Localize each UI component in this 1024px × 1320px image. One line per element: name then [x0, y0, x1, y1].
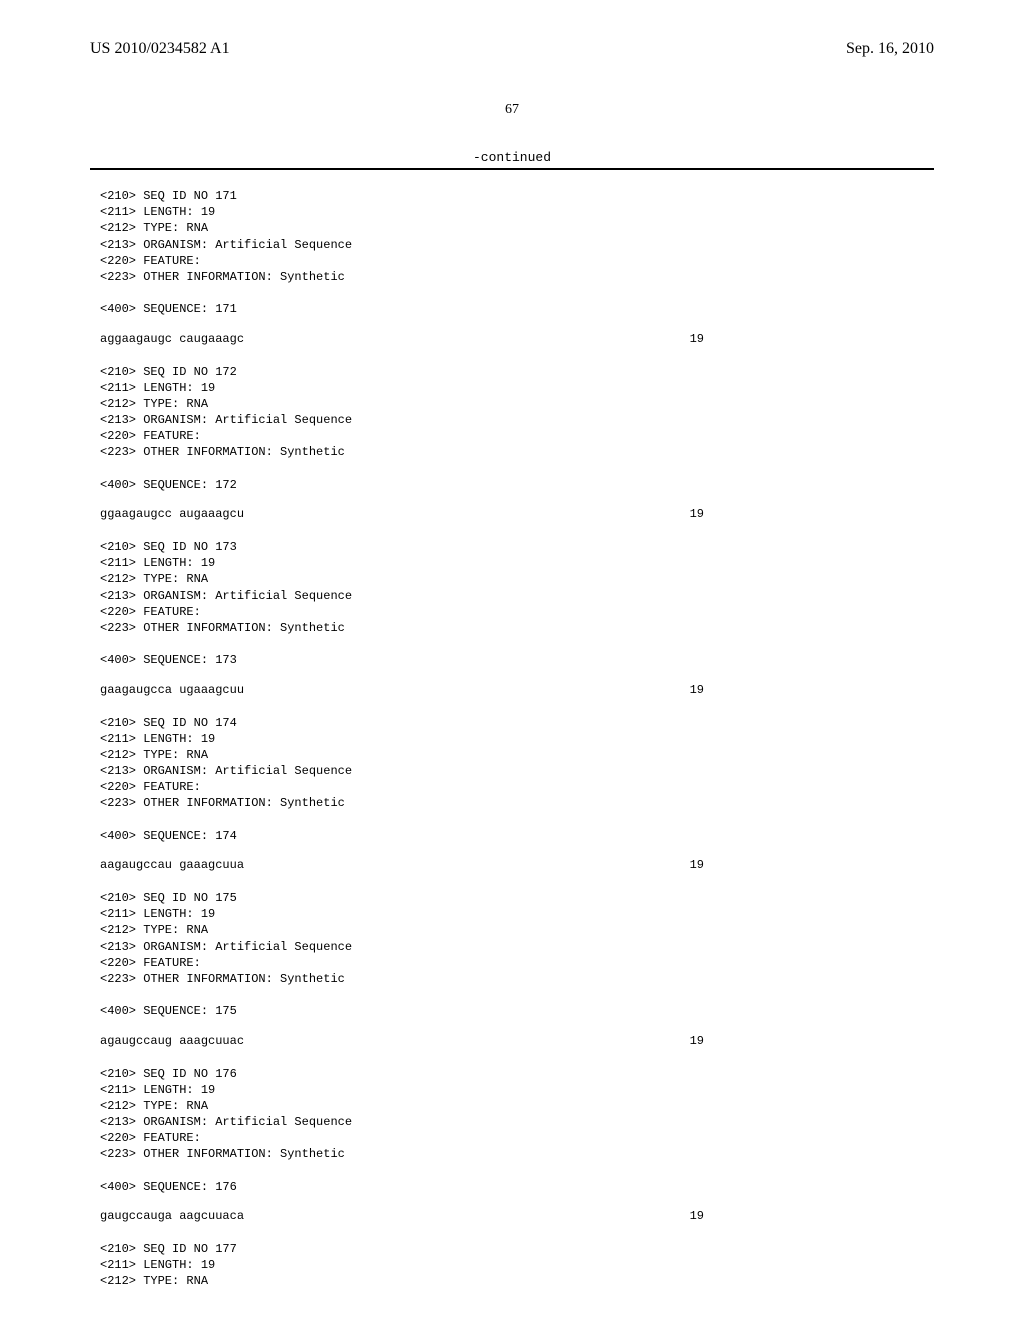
- seq-length: 19: [690, 1209, 924, 1223]
- seq-meta: <210> SEQ ID NO 171 <211> LENGTH: 19 <21…: [100, 188, 924, 318]
- seq-length: 19: [690, 683, 924, 697]
- seq-meta: <210> SEQ ID NO 177 <211> LENGTH: 19 <21…: [100, 1241, 924, 1290]
- seq-text: aagaugccau gaaagcuua: [100, 858, 244, 872]
- seq-meta: <210> SEQ ID NO 173 <211> LENGTH: 19 <21…: [100, 539, 924, 669]
- continued-label: -continued: [473, 150, 551, 165]
- seq-text: agaugccaug aaagcuuac: [100, 1034, 244, 1048]
- seq-line: agaugccaug aaagcuuac 19: [100, 1034, 924, 1048]
- publication-number: US 2010/0234582 A1: [90, 40, 230, 58]
- seq-length: 19: [690, 332, 924, 346]
- seq-meta: <210> SEQ ID NO 174 <211> LENGTH: 19 <21…: [100, 715, 924, 845]
- seq-text: gaugccauga aagcuuaca: [100, 1209, 244, 1223]
- seq-length: 19: [690, 1034, 924, 1048]
- page-container: US 2010/0234582 A1 Sep. 16, 2010 67 -con…: [0, 0, 1024, 1320]
- continued-label-wrapper: -continued: [90, 148, 934, 166]
- seq-meta: <210> SEQ ID NO 175 <211> LENGTH: 19 <21…: [100, 890, 924, 1020]
- seq-line: aggaagaugc caugaaagc 19: [100, 332, 924, 346]
- seq-line: gaagaugcca ugaaagcuu 19: [100, 683, 924, 697]
- seq-line: ggaagaugcc augaaagcu 19: [100, 507, 924, 521]
- seq-length: 19: [690, 858, 924, 872]
- top-rule: [90, 168, 934, 170]
- page-number: 67: [90, 102, 934, 118]
- seq-text: aggaagaugc caugaaagc: [100, 332, 244, 346]
- sequence-listing: <210> SEQ ID NO 171 <211> LENGTH: 19 <21…: [90, 188, 934, 1290]
- seq-text: ggaagaugcc augaaagcu: [100, 507, 244, 521]
- publication-date: Sep. 16, 2010: [846, 40, 934, 58]
- seq-length: 19: [690, 507, 924, 521]
- seq-text: gaagaugcca ugaaagcuu: [100, 683, 244, 697]
- page-header: US 2010/0234582 A1 Sep. 16, 2010: [90, 40, 934, 58]
- seq-meta: <210> SEQ ID NO 176 <211> LENGTH: 19 <21…: [100, 1066, 924, 1196]
- seq-meta: <210> SEQ ID NO 172 <211> LENGTH: 19 <21…: [100, 364, 924, 494]
- seq-line: aagaugccau gaaagcuua 19: [100, 858, 924, 872]
- seq-line: gaugccauga aagcuuaca 19: [100, 1209, 924, 1223]
